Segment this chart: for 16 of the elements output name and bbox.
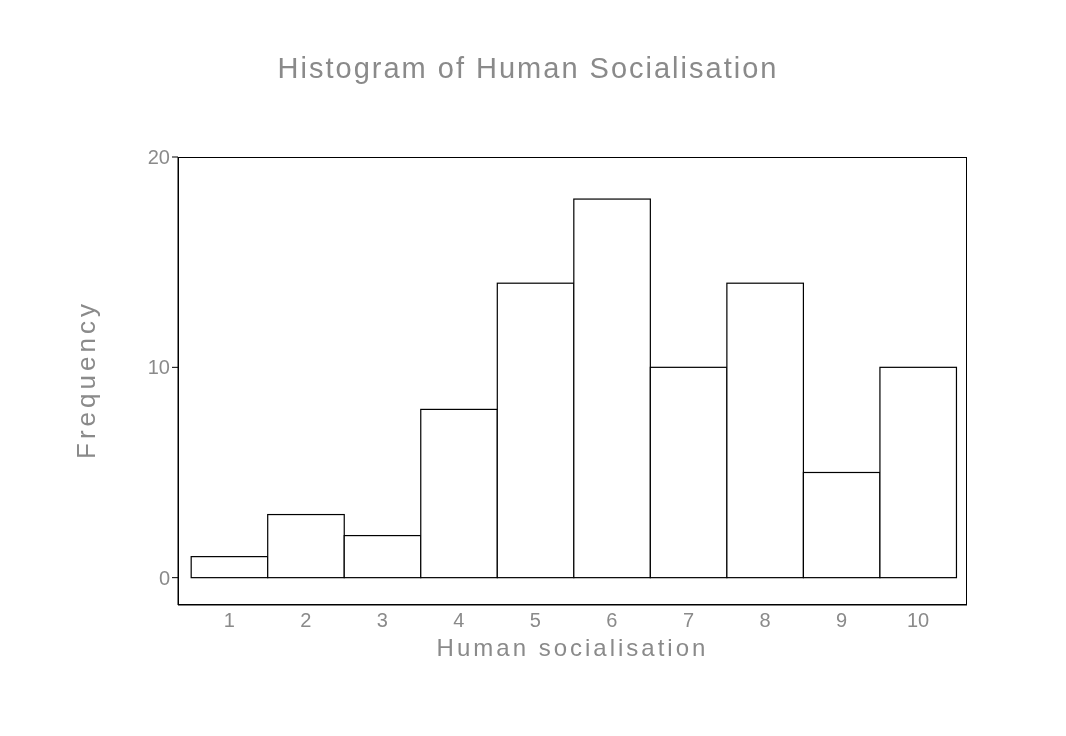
y-tick-label: 0 bbox=[158, 566, 170, 589]
x-axis-title: Human socialisation bbox=[435, 634, 710, 662]
x-tick-label: 2 bbox=[300, 609, 312, 632]
x-tick-label: 10 bbox=[906, 609, 930, 632]
x-tick-label: 4 bbox=[453, 609, 465, 632]
chart-title: Histogram of Human Socialisation bbox=[276, 52, 780, 85]
x-tick-label: 9 bbox=[835, 609, 848, 632]
y-tick-label: 10 bbox=[147, 356, 170, 379]
x-tick-label: 3 bbox=[376, 609, 388, 632]
x-tick-label: 5 bbox=[529, 609, 541, 632]
x-tick-label: 7 bbox=[682, 609, 694, 632]
x-tick-label: 8 bbox=[759, 609, 771, 632]
y-axis-title: Frequency bbox=[70, 299, 102, 461]
x-tick-label: 6 bbox=[606, 609, 618, 632]
x-tick-label: 1 bbox=[223, 609, 235, 632]
y-tick-label: 20 bbox=[147, 146, 170, 169]
